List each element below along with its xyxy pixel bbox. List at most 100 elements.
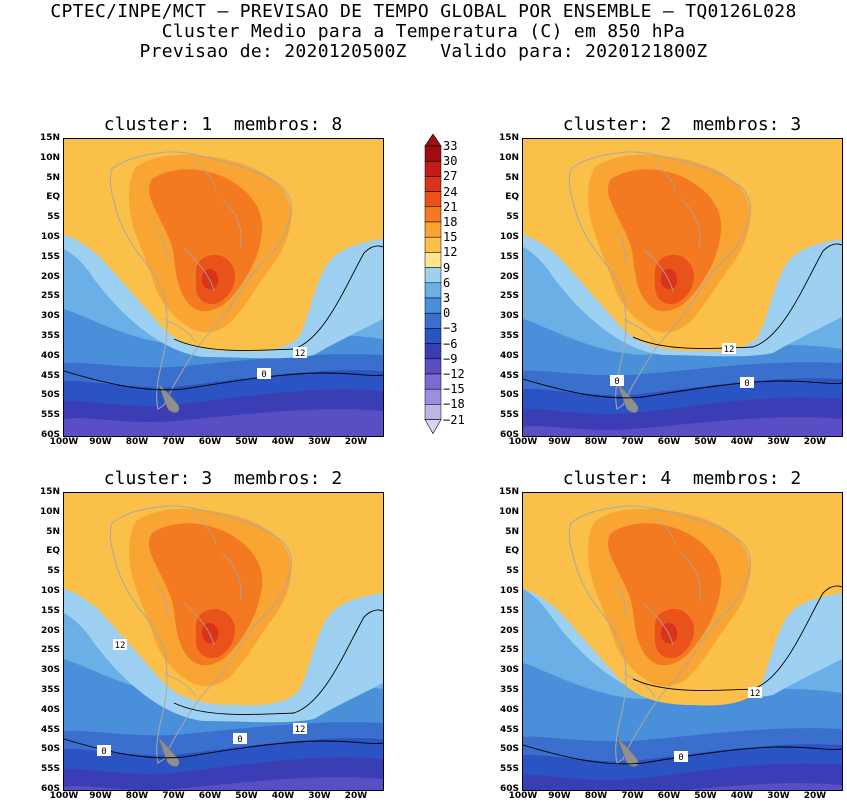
svg-text:12: 12	[724, 345, 735, 355]
lon-tick-label: 90W	[89, 791, 112, 801]
colorbar-swatch	[424, 191, 442, 208]
country-borders	[614, 160, 701, 344]
colorbar-top-arrow	[424, 134, 442, 147]
colorbar-label: 0	[443, 306, 451, 321]
lon-tick-label: 60W	[657, 791, 681, 801]
lat-tick-label: 60S	[499, 430, 519, 440]
lon-tick-label: 20W	[803, 791, 827, 801]
contour-12	[173, 245, 383, 351]
lat-tick-label: 20S	[40, 625, 60, 636]
colorbar-swatch	[424, 312, 442, 329]
temperature-map-4: 12 0	[523, 493, 842, 790]
lon-tick-label: 50W	[235, 437, 258, 447]
contour-label: 0	[233, 733, 247, 745]
colorbar-label: 6	[443, 275, 451, 290]
lat-tick-label: 20S	[499, 625, 519, 636]
lat-tick-label: 50S	[499, 390, 519, 401]
lat-tick-label: 15S	[40, 605, 60, 616]
map-panel-4: 12 0	[522, 492, 843, 791]
lat-tick-label: 15S	[499, 251, 519, 262]
contour-label: 0	[740, 377, 754, 389]
lon-tick-label: 100W	[508, 437, 538, 447]
colorbar-label: 3	[443, 291, 451, 305]
lon-tick-label: 60W	[657, 437, 681, 447]
colorbar	[424, 134, 442, 435]
lat-tick-label: EQ	[46, 192, 60, 203]
lon-tick-label: 70W	[162, 791, 185, 801]
lat-tick-label: EQ	[46, 546, 60, 557]
lon-tick-label: 90W	[548, 791, 571, 801]
lat-tick-label: 30S	[40, 311, 60, 322]
colorbar-swatch	[424, 343, 442, 360]
temperature-map-3: 12 12 0 0	[64, 493, 383, 790]
lon-tick-label: 50W	[694, 791, 717, 801]
colorbar-swatch	[424, 328, 442, 344]
colorbar-swatch	[424, 282, 442, 299]
contour-0	[64, 370, 383, 391]
contour-label: 12	[293, 723, 307, 735]
lat-tick-label: 60S	[40, 430, 60, 440]
lon-tick-label: 70W	[621, 791, 644, 801]
lon-tick-label: 30W	[767, 437, 790, 447]
lat-tick-label: 35S	[499, 685, 519, 695]
lon-tick-label: 40W	[271, 791, 295, 801]
colorbar-swatch	[424, 176, 442, 192]
lat-tick-label: 45S	[499, 370, 519, 381]
lon-tick-label: 50W	[694, 437, 717, 447]
lat-tick-label: 50S	[40, 390, 60, 401]
lat-tick-label: 60S	[499, 784, 519, 794]
colorbar-swatch	[424, 145, 442, 162]
contour-label: 0	[610, 375, 624, 387]
colorbar-swatch	[424, 358, 442, 375]
contour-12	[632, 243, 842, 349]
colorbar-swatch	[424, 373, 442, 390]
temperature-fill	[64, 139, 383, 436]
colorbar-swatch	[424, 267, 442, 284]
lat-tick-label: EQ	[505, 192, 519, 203]
temperature-map-1: 12 0	[64, 139, 383, 436]
contour-label: 12	[722, 343, 736, 355]
lat-tick-label: 50S	[40, 744, 60, 755]
lat-tick-label: 10S	[40, 232, 60, 242]
lat-tick-label: 10N	[39, 506, 60, 517]
temperature-fill	[523, 139, 842, 436]
lat-tick-label: 15N	[39, 487, 60, 497]
temperature-fill	[64, 493, 383, 790]
lon-tick-label: 80W	[125, 791, 149, 801]
lat-tick-label: 40S	[499, 704, 519, 715]
colorbar-label: 9	[443, 260, 451, 275]
lat-tick-label: 35S	[40, 685, 60, 695]
panel-4-title: cluster: 4 membros: 2	[562, 468, 802, 489]
svg-text:0: 0	[237, 735, 242, 745]
lat-tick-label: 25S	[499, 291, 519, 302]
lat-tick-label: 5N	[505, 172, 519, 183]
svg-text:0: 0	[614, 377, 619, 387]
lon-tick-label: 20W	[344, 791, 368, 801]
lat-tick-label: EQ	[505, 546, 519, 557]
lon-tick-label: 80W	[584, 437, 608, 447]
patagonia-islands	[616, 736, 639, 767]
lat-tick-label: 60S	[40, 784, 60, 794]
coastline	[568, 151, 752, 410]
panel-1-title: cluster: 1 membros: 8	[103, 114, 343, 135]
lat-tick-label: 55S	[40, 764, 60, 775]
colorbar-label: 33	[443, 139, 458, 153]
lat-tick-label: 30S	[40, 665, 60, 676]
lon-tick-label: 30W	[308, 791, 331, 801]
lon-tick-label: 100W	[508, 791, 538, 801]
colorbar-swatch	[424, 221, 442, 238]
lon-tick-label: 40W	[730, 437, 754, 447]
contour-0	[523, 744, 842, 765]
colorbar-label: 21	[443, 199, 458, 214]
lat-tick-label: 5S	[47, 566, 60, 577]
coastline	[568, 505, 752, 764]
colorbar-label: −15	[443, 382, 465, 397]
colorbar-label: −3	[443, 321, 458, 336]
patagonia-islands	[157, 736, 180, 767]
colorbar-swatch	[424, 297, 442, 314]
map-panel-2: 12 0 0	[522, 138, 843, 437]
lat-tick-label: 25S	[40, 645, 60, 656]
lat-tick-label: 10N	[498, 506, 519, 517]
map-panel-1: 12 0	[63, 138, 384, 437]
svg-text:12: 12	[115, 641, 126, 651]
